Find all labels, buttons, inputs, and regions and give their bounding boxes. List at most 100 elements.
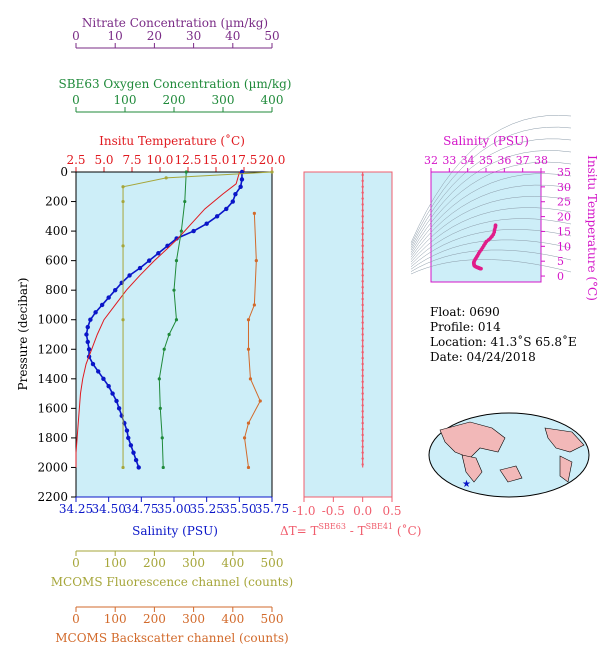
pressure-tick-label: 1000 (37, 313, 68, 327)
ts-density-contour (410, 196, 572, 260)
delta-t-point (361, 250, 364, 253)
delta-t-panel: -1.0 -0.5 0.0 0.5 ΔT= TSBE63 - TSBE41 (˚C) (280, 171, 421, 538)
mcoms-backscatter-point (252, 211, 256, 215)
delta-t-point (361, 386, 364, 389)
mcoms-backscatter-line (244, 213, 261, 468)
oxygen-tick-label: 300 (212, 93, 235, 107)
ts-y-tick-label: 0 (557, 270, 564, 283)
sbe63-oxygen-point (161, 465, 165, 470)
mcoms-backscatter-point (246, 421, 251, 425)
mcoms-fluorescence-point (121, 199, 125, 204)
delta-t-point (361, 238, 364, 242)
delta-t-point (361, 351, 364, 354)
insitu-temperature-line (75, 171, 241, 468)
delta-t-point (361, 445, 364, 448)
map-landmass-americas-north (544, 427, 585, 453)
ts-diagram-title: Salinity (PSU) (443, 134, 529, 148)
temperature-tick-label: 2.5 (66, 153, 85, 167)
delta-t-point (361, 185, 364, 188)
delta-t-point (361, 173, 364, 177)
backscatter-axis: 0 100 200 300 400 500 MCOMS Backscatter chann… (55, 606, 289, 645)
pressure-tick-label: 600 (45, 254, 68, 268)
delta-t-point (361, 327, 364, 330)
sbe63-oxygen-point (174, 318, 179, 322)
salinity-point (191, 228, 196, 234)
ts-density-contour (410, 207, 572, 263)
ts-y-tick-label: 35 (557, 166, 571, 179)
mcoms-backscatter-point (248, 377, 253, 381)
salinity-point (85, 324, 90, 330)
salinity-point (156, 251, 161, 256)
sbe63-oxygen-point (184, 170, 188, 174)
delta-t-point (361, 392, 364, 395)
backscatter-tick-label: 100 (104, 612, 127, 626)
delta-t-point (361, 303, 364, 307)
delta-t-point (361, 203, 364, 206)
salinity-point (93, 310, 98, 315)
ts-plot-area (430, 171, 542, 283)
delta-t-point (361, 179, 364, 183)
map-ocean (428, 412, 590, 498)
salinity-tick-label: 34.75 (124, 502, 158, 516)
profile-number: Profile: 014 (430, 320, 501, 334)
oxygen-tick-label: 200 (163, 93, 186, 107)
sbe63-oxygen-point (162, 347, 166, 351)
nitrate-axis-title: Nitrate Concentration (µm/kg) (82, 16, 268, 30)
nitrate-tick-label: 40 (225, 29, 240, 43)
backscatter-tick-label: 400 (221, 612, 244, 626)
salinity-point (99, 302, 105, 308)
nitrate-tick-label: 20 (147, 29, 162, 43)
main-plot-area (75, 171, 273, 498)
salinity-point (238, 184, 243, 189)
salinity-point (214, 214, 220, 219)
ts-y-tick-label: 20 (557, 211, 571, 224)
delta-tick-label: -0.5 (322, 504, 345, 518)
delta-t-point (361, 315, 364, 318)
temperature-tick-label: 5.0 (94, 153, 113, 167)
oxygen-tick-label: 100 (114, 93, 137, 107)
salinity-point (101, 376, 106, 382)
delta-t-point (361, 362, 364, 366)
temperature-axis: Insitu Temperature (˚C) 2.5 5.0 7.5 10.0 12.… (66, 133, 285, 173)
ts-x-tick-label: 37 (516, 154, 530, 167)
ts-density-contour (410, 126, 572, 246)
map-landmass-americas-south (559, 455, 573, 483)
salinity-point (204, 221, 209, 226)
temperature-tick-label: 17.5 (231, 153, 258, 167)
delta-t-point (361, 191, 364, 194)
fluorescence-tick-label: 100 (104, 556, 127, 570)
fluorescence-tick-label: 0 (72, 556, 80, 570)
delta-t-point (361, 368, 364, 372)
salinity-point (116, 406, 122, 411)
map-landmass-eurasia-africa (439, 421, 506, 459)
delta-t-point (361, 209, 364, 212)
salinity-point (126, 435, 131, 441)
backscatter-tick-label: 0 (72, 612, 80, 626)
delta-t-point (361, 215, 364, 218)
oxygen-tick-label: 0 (72, 93, 80, 107)
salinity-tick-label: 35.75 (255, 502, 289, 516)
pressure-tick-label: 1400 (37, 372, 68, 386)
delta-tick-label: 0.5 (382, 504, 401, 518)
mcoms-backscatter-point (258, 399, 262, 403)
backscatter-tick-label: 300 (182, 612, 205, 626)
ts-point (479, 266, 483, 271)
delta-t-point (361, 244, 364, 248)
salinity-tick-label: 35.00 (157, 502, 191, 516)
salinity-point (110, 391, 115, 396)
delta-t-point (361, 221, 364, 224)
ts-x-tick-label: 33 (442, 154, 456, 167)
delta-t-point (361, 256, 364, 259)
temperature-tick-label: 10.0 (147, 153, 174, 167)
ts-density-contour (410, 218, 572, 265)
sbe63-oxygen-point (167, 332, 171, 337)
float-info: Float: 0690 Profile: 014 Location: 41.3˚… (430, 305, 577, 364)
salinity-point (224, 206, 229, 212)
salinity-point (84, 332, 89, 337)
delta-t-point (361, 439, 364, 443)
salinity-point (88, 317, 93, 322)
oxygen-axis-title: SBE63 Oxygen Concentration (µm/kg) (59, 77, 292, 91)
nitrate-tick-label: 0 (72, 29, 80, 43)
